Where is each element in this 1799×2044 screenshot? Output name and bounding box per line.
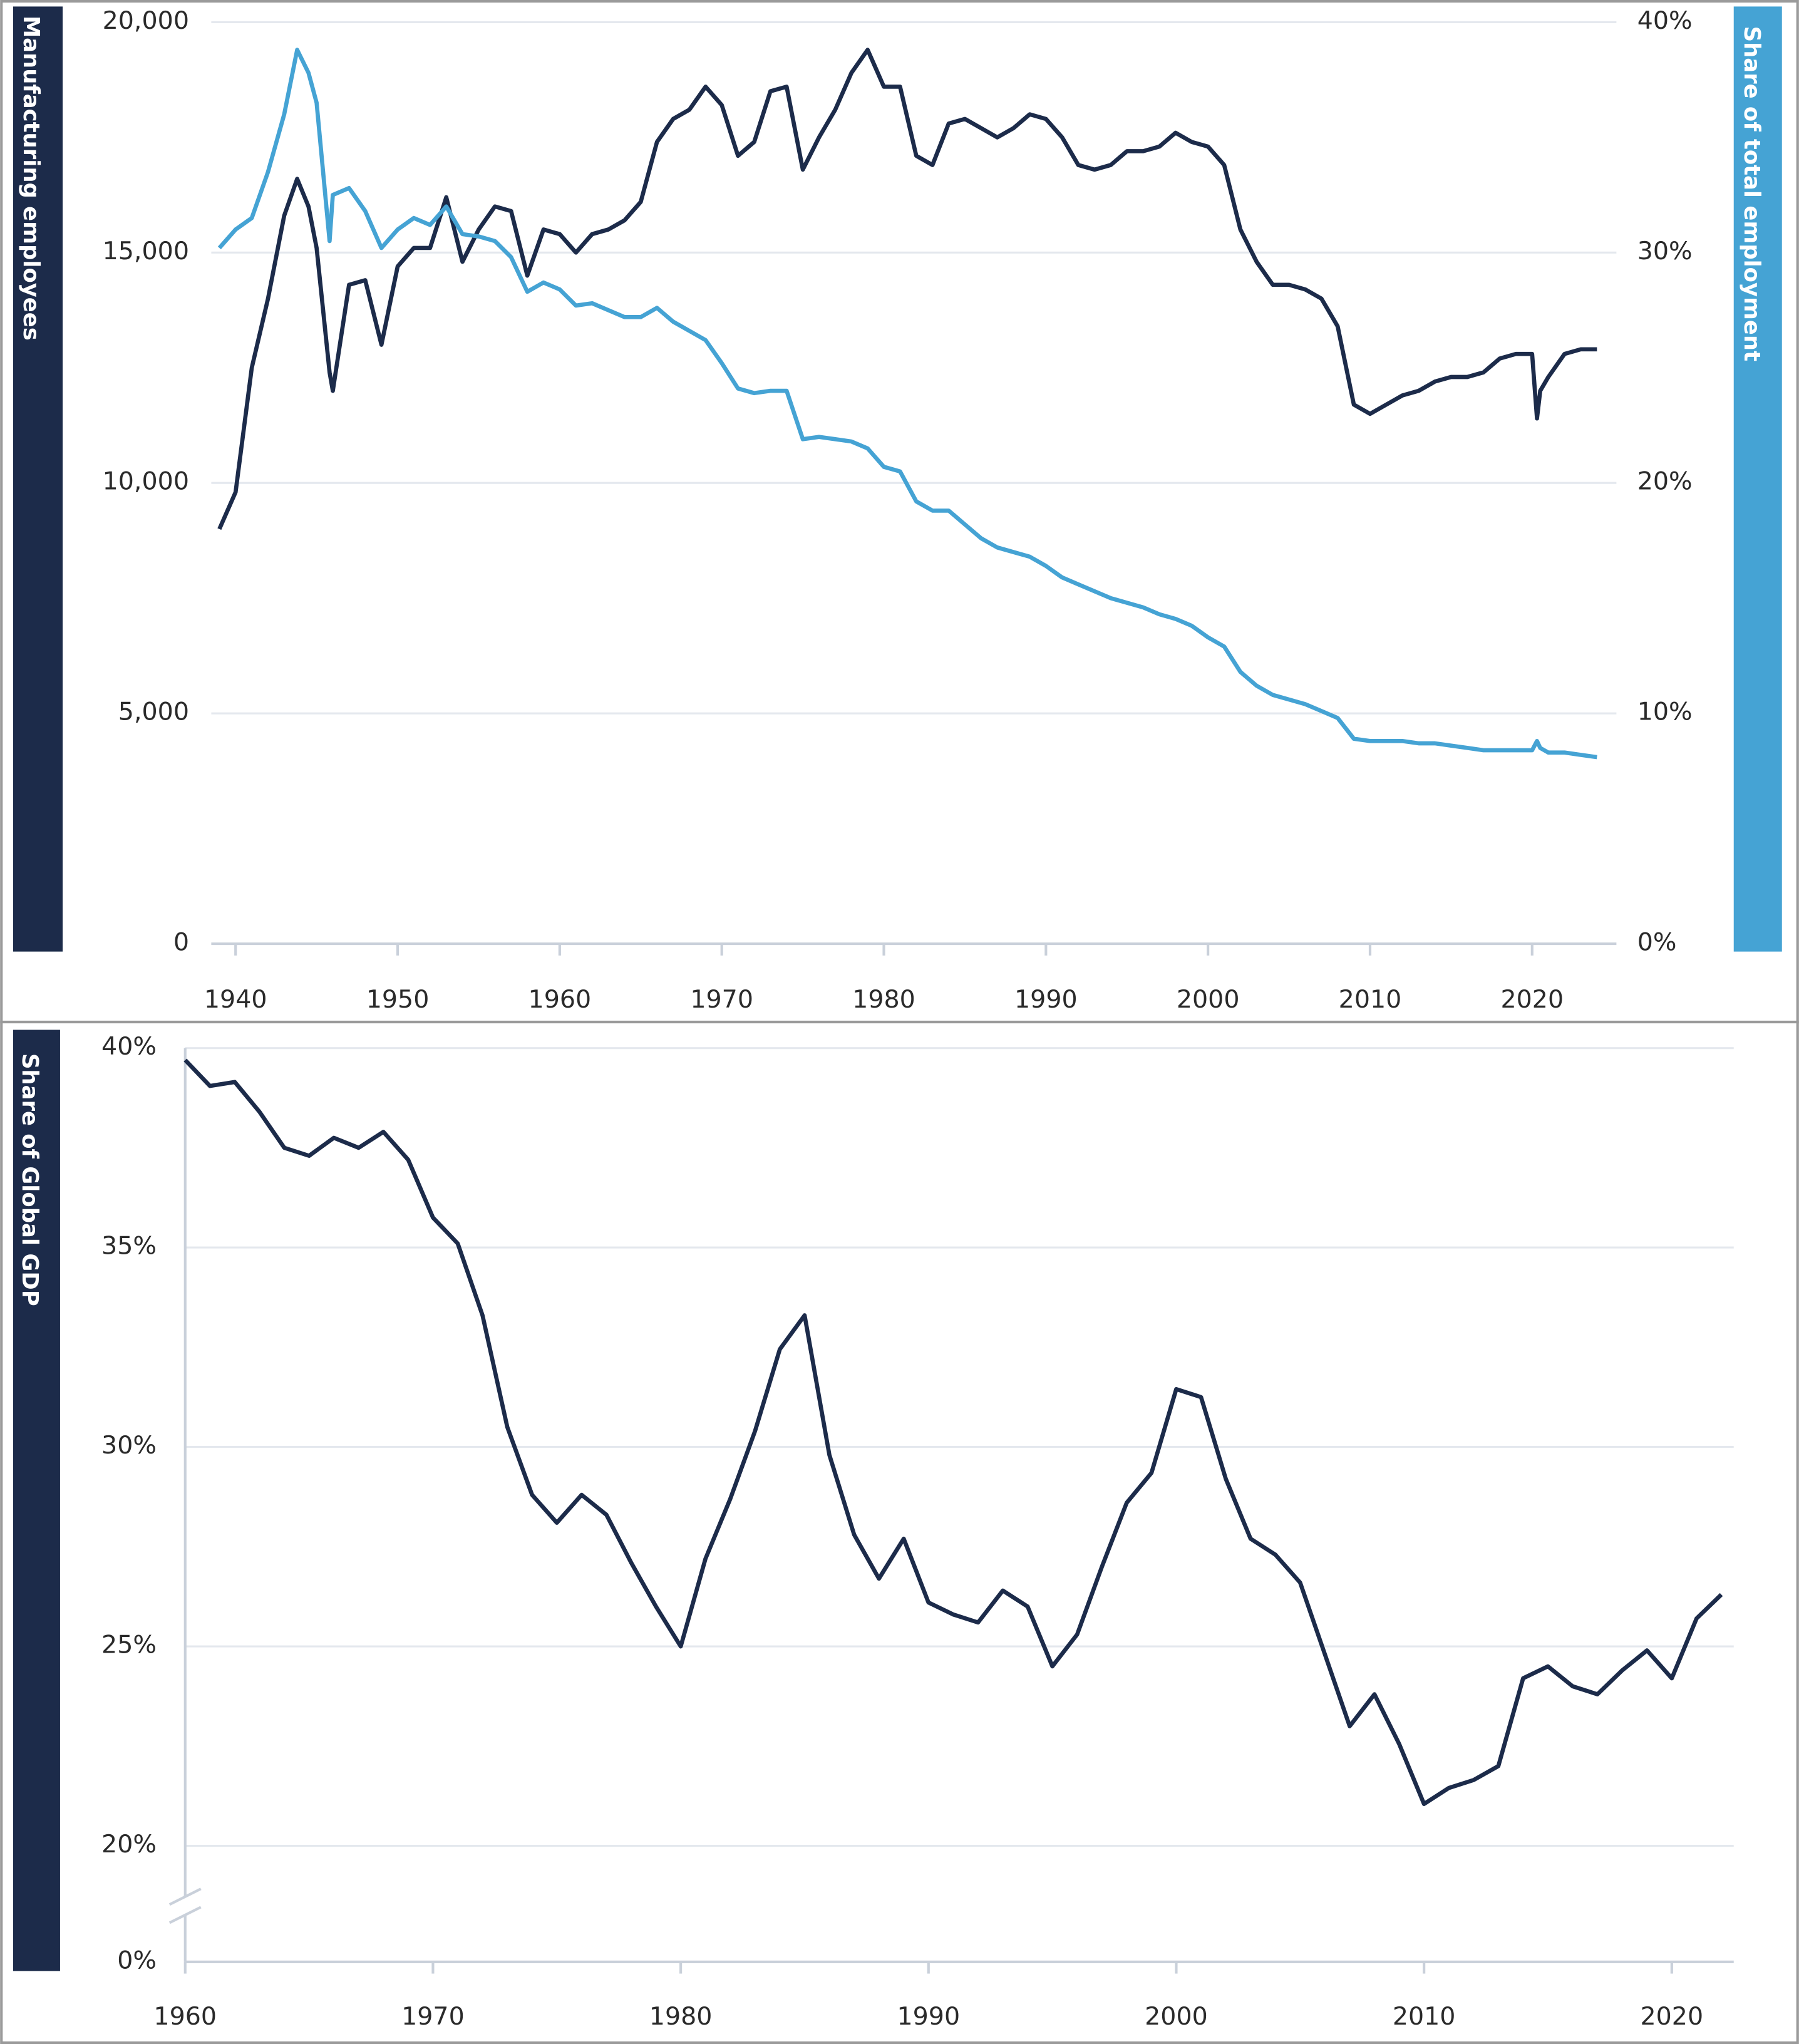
x-tick-label: 1980 bbox=[852, 985, 915, 1014]
y2-tick-label: 40% bbox=[1637, 6, 1693, 35]
y-tick-label: 0% bbox=[117, 1946, 157, 1974]
y2-axis-title: Share of total employment bbox=[1739, 26, 1765, 361]
y-tick-label: 20% bbox=[101, 1830, 157, 1859]
y-axis-band bbox=[13, 6, 63, 952]
x-tick-label: 2010 bbox=[1393, 2002, 1456, 2031]
y2-axis-band bbox=[1733, 6, 1782, 952]
y-axis-band bbox=[13, 1030, 60, 1971]
y-tick-label: 35% bbox=[101, 1232, 157, 1261]
y2-tick-label: 20% bbox=[1637, 467, 1693, 496]
data-line bbox=[217, 48, 1597, 760]
y-tick-label: 10,000 bbox=[103, 467, 189, 496]
x-tick-label: 2020 bbox=[1500, 985, 1564, 1014]
x-tick-label: 1980 bbox=[649, 2002, 713, 2031]
x-tick-label: 2020 bbox=[1640, 2002, 1703, 2031]
x-tick-label: 1950 bbox=[366, 985, 430, 1014]
data-line bbox=[217, 48, 1597, 530]
x-tick-label: 1970 bbox=[690, 985, 753, 1014]
y-tick-label: 40% bbox=[101, 1032, 157, 1061]
x-tick-label: 1970 bbox=[401, 2002, 465, 2031]
y2-tick-label: 0% bbox=[1637, 928, 1677, 957]
y-tick-label: 20,000 bbox=[103, 6, 189, 35]
y-tick-label: 15,000 bbox=[103, 237, 189, 266]
y-axis-title: Share of Global GDP bbox=[17, 1053, 43, 1306]
y2-tick-label: 10% bbox=[1637, 698, 1693, 726]
x-tick-label: 2010 bbox=[1339, 985, 1402, 1014]
x-tick-label: 2000 bbox=[1177, 985, 1240, 1014]
y-tick-label: 25% bbox=[101, 1631, 157, 1659]
x-tick-label: 1960 bbox=[528, 985, 592, 1014]
y-axis-title: Manufacturing employees bbox=[18, 16, 44, 341]
axis-break bbox=[168, 1906, 202, 1924]
x-tick-label: 2000 bbox=[1145, 2002, 1208, 2031]
x-tick-label: 1940 bbox=[204, 985, 267, 1014]
y-tick-label: 5,000 bbox=[118, 698, 189, 726]
x-tick-label: 1990 bbox=[1014, 985, 1078, 1014]
x-tick-label: 1990 bbox=[897, 2002, 960, 2031]
axis-break bbox=[168, 1887, 202, 1906]
plots: 0 5,000 10,000 15,000 20,000 0% 10% 20% 30% 40% 19… bbox=[101, 6, 1734, 2031]
y-tick-label: 0 bbox=[173, 928, 189, 957]
y-tick-label: 30% bbox=[101, 1431, 157, 1460]
y2-tick-label: 30% bbox=[1637, 237, 1693, 266]
x-tick-label: 1960 bbox=[153, 2002, 217, 2031]
data-line bbox=[183, 1058, 1723, 1807]
